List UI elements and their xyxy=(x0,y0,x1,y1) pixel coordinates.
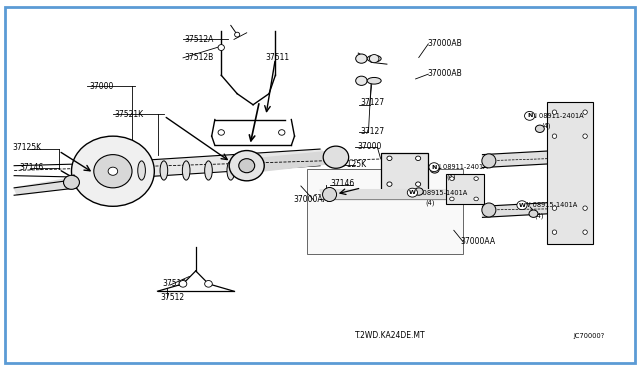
Ellipse shape xyxy=(160,161,168,180)
Ellipse shape xyxy=(552,110,557,114)
Ellipse shape xyxy=(356,54,367,63)
Text: 37512: 37512 xyxy=(161,293,185,302)
Polygon shape xyxy=(483,151,549,167)
Ellipse shape xyxy=(583,134,588,138)
Text: 37146: 37146 xyxy=(331,179,355,188)
Ellipse shape xyxy=(235,32,240,37)
Polygon shape xyxy=(116,149,333,179)
Ellipse shape xyxy=(323,146,349,168)
Ellipse shape xyxy=(356,76,367,86)
Polygon shape xyxy=(320,190,460,199)
Text: JC70000?: JC70000? xyxy=(573,333,605,339)
Ellipse shape xyxy=(583,206,588,211)
Text: 37000AA: 37000AA xyxy=(460,237,495,246)
Ellipse shape xyxy=(517,201,527,210)
Ellipse shape xyxy=(94,155,132,188)
Text: 37000: 37000 xyxy=(357,142,381,151)
Text: W: W xyxy=(518,203,525,208)
Ellipse shape xyxy=(450,177,454,180)
Ellipse shape xyxy=(63,175,79,189)
Ellipse shape xyxy=(387,156,392,161)
Text: 37125K: 37125K xyxy=(338,160,367,169)
Ellipse shape xyxy=(179,280,187,287)
Ellipse shape xyxy=(429,163,439,171)
Text: W 08915-1401A: W 08915-1401A xyxy=(414,190,468,196)
FancyBboxPatch shape xyxy=(381,153,428,192)
Ellipse shape xyxy=(218,45,225,51)
Ellipse shape xyxy=(529,210,538,217)
Ellipse shape xyxy=(367,77,381,84)
Ellipse shape xyxy=(583,230,588,234)
Polygon shape xyxy=(483,203,549,217)
Ellipse shape xyxy=(367,55,381,62)
Text: 37000AA: 37000AA xyxy=(293,195,328,204)
Ellipse shape xyxy=(415,182,420,186)
Ellipse shape xyxy=(278,130,285,135)
Text: 37127: 37127 xyxy=(360,127,384,136)
Text: (4): (4) xyxy=(426,199,435,206)
Text: T.2WD.KA24DE.MT: T.2WD.KA24DE.MT xyxy=(355,331,426,340)
Ellipse shape xyxy=(474,177,478,180)
Text: 37000AB: 37000AB xyxy=(427,39,462,48)
Text: (4): (4) xyxy=(541,122,551,129)
Ellipse shape xyxy=(430,166,439,173)
Ellipse shape xyxy=(414,188,423,195)
Ellipse shape xyxy=(369,55,379,62)
Ellipse shape xyxy=(552,206,557,211)
Ellipse shape xyxy=(205,280,212,287)
Text: N: N xyxy=(527,113,532,118)
Text: N 08911-2401A: N 08911-2401A xyxy=(436,164,488,170)
Text: 37511: 37511 xyxy=(266,53,290,62)
Ellipse shape xyxy=(525,112,535,120)
Polygon shape xyxy=(231,151,346,173)
Text: 37518: 37518 xyxy=(162,279,186,288)
Ellipse shape xyxy=(218,130,225,135)
Text: 37146: 37146 xyxy=(19,163,44,172)
Ellipse shape xyxy=(205,161,212,180)
Text: 37127: 37127 xyxy=(360,98,384,107)
Text: W 08915-1401A: W 08915-1401A xyxy=(524,202,577,208)
Ellipse shape xyxy=(227,161,235,180)
Text: (4): (4) xyxy=(534,212,543,219)
Text: 37125K: 37125K xyxy=(13,143,42,152)
Ellipse shape xyxy=(415,156,420,161)
Ellipse shape xyxy=(323,187,337,202)
Text: 37000AB: 37000AB xyxy=(427,69,462,78)
FancyBboxPatch shape xyxy=(547,102,593,244)
Ellipse shape xyxy=(536,125,544,132)
Polygon shape xyxy=(14,177,97,195)
Ellipse shape xyxy=(474,197,478,201)
Text: W: W xyxy=(409,190,416,195)
Ellipse shape xyxy=(229,151,264,181)
Ellipse shape xyxy=(182,161,190,180)
Ellipse shape xyxy=(482,154,496,168)
Text: N: N xyxy=(431,165,436,170)
Ellipse shape xyxy=(239,159,255,173)
Ellipse shape xyxy=(450,197,454,201)
Ellipse shape xyxy=(72,136,154,206)
Ellipse shape xyxy=(407,188,417,197)
Ellipse shape xyxy=(552,230,557,234)
FancyBboxPatch shape xyxy=(445,174,484,204)
FancyBboxPatch shape xyxy=(307,169,463,254)
Text: (4): (4) xyxy=(446,174,456,180)
Ellipse shape xyxy=(387,182,392,186)
Ellipse shape xyxy=(482,203,496,217)
Text: 37000: 37000 xyxy=(90,82,114,91)
Ellipse shape xyxy=(552,134,557,138)
Ellipse shape xyxy=(583,110,588,114)
Text: 37512A: 37512A xyxy=(184,35,214,44)
Text: 37521K: 37521K xyxy=(115,109,144,119)
Text: N 08911-2401A: N 08911-2401A xyxy=(532,113,583,119)
Ellipse shape xyxy=(138,161,145,180)
Text: 37512B: 37512B xyxy=(184,53,214,62)
Ellipse shape xyxy=(108,167,118,175)
